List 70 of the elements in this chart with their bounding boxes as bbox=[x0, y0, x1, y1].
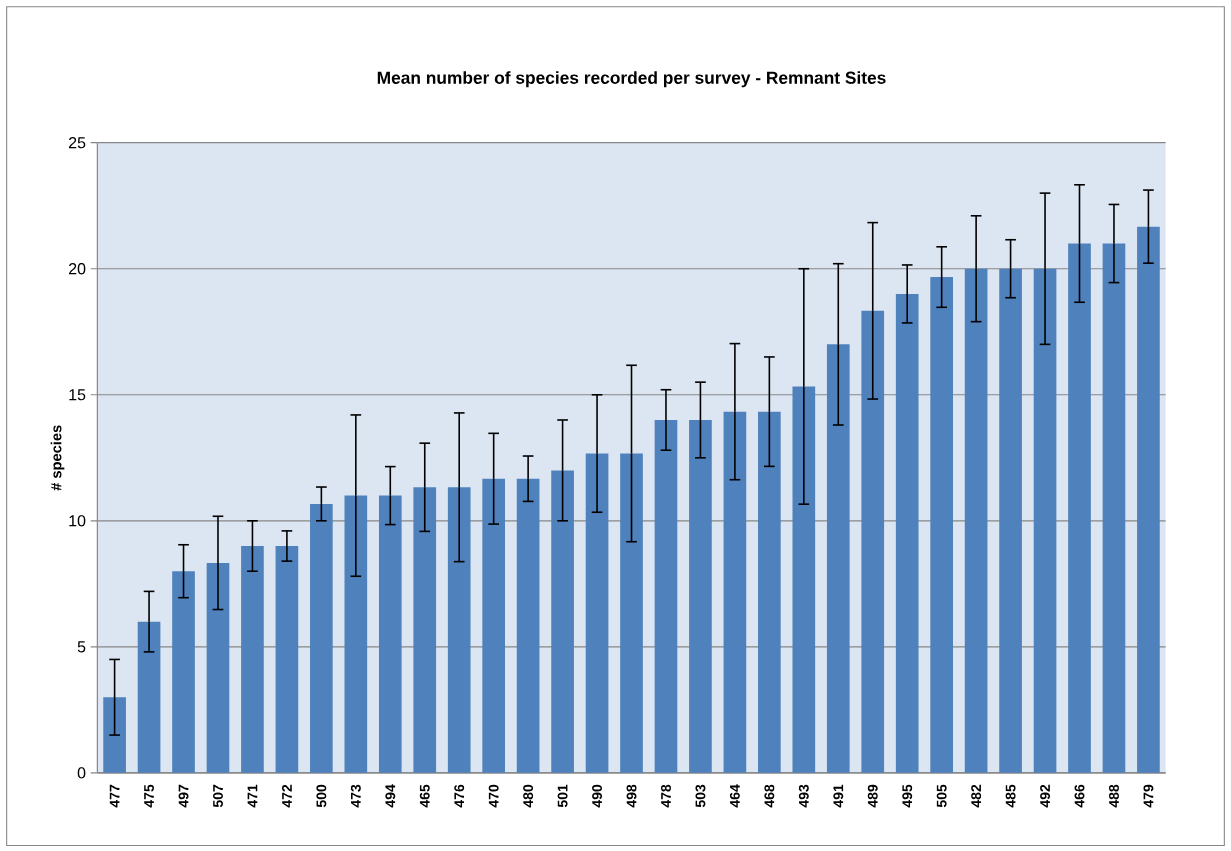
bar bbox=[310, 503, 333, 773]
x-tick-label: 475 bbox=[144, 784, 154, 808]
x-tick-label: 507 bbox=[213, 784, 223, 808]
bar bbox=[1102, 243, 1126, 773]
x-tick-label: 466 bbox=[1074, 784, 1085, 808]
x-tick-label: 494 bbox=[385, 784, 396, 808]
x-tick-label: 479 bbox=[1143, 784, 1154, 808]
bar bbox=[378, 495, 402, 773]
bar bbox=[689, 420, 712, 773]
y-tick-label: 10 bbox=[69, 515, 86, 527]
bar bbox=[103, 697, 126, 773]
x-tick-label: 485 bbox=[1005, 784, 1016, 808]
bar bbox=[826, 344, 850, 773]
x-tick-label: 495 bbox=[902, 784, 913, 808]
bar bbox=[654, 420, 678, 773]
bar bbox=[172, 571, 195, 773]
bar bbox=[137, 621, 161, 773]
bar bbox=[999, 268, 1022, 773]
x-tick-label: 471 bbox=[247, 784, 258, 808]
x-tick-label: 477 bbox=[109, 784, 120, 808]
x-tick-label: 492 bbox=[1040, 784, 1051, 808]
x-tick-label: 488 bbox=[1109, 784, 1119, 808]
bar bbox=[964, 268, 988, 773]
bar bbox=[930, 277, 953, 773]
chart-title: Mean number of species recorded per survey - Remnant Sites bbox=[377, 71, 886, 88]
bar bbox=[895, 293, 919, 773]
bar bbox=[275, 546, 299, 773]
bar bbox=[516, 478, 540, 773]
bar bbox=[206, 562, 230, 773]
bar bbox=[723, 411, 747, 773]
x-tick-label: 472 bbox=[282, 784, 292, 808]
x-tick-label: 473 bbox=[350, 784, 361, 808]
bar bbox=[792, 386, 816, 773]
x-tick-label: 465 bbox=[419, 784, 430, 808]
y-tick-label: 25 bbox=[68, 137, 86, 149]
y-tick-label: 0 bbox=[77, 767, 86, 779]
bar bbox=[861, 310, 885, 773]
bar bbox=[1137, 226, 1160, 773]
bar bbox=[620, 453, 643, 773]
y-tick-label: 15 bbox=[69, 389, 86, 401]
bar bbox=[1033, 268, 1057, 773]
x-tick-label: 498 bbox=[626, 784, 637, 808]
x-tick-label: 505 bbox=[936, 784, 947, 808]
bar bbox=[758, 411, 781, 773]
bar bbox=[447, 487, 471, 773]
bar bbox=[585, 453, 609, 773]
bar bbox=[551, 470, 574, 773]
x-tick-label: 490 bbox=[592, 784, 603, 808]
x-tick-label: 501 bbox=[557, 784, 568, 808]
x-tick-label: 500 bbox=[316, 784, 327, 808]
x-tick-label: 491 bbox=[833, 784, 844, 808]
bar bbox=[1068, 243, 1091, 773]
x-tick-label: 482 bbox=[971, 784, 982, 808]
bar bbox=[241, 546, 264, 773]
bar bbox=[413, 487, 437, 773]
y-axis-title: # species bbox=[50, 425, 65, 491]
x-tick-label: 476 bbox=[454, 784, 465, 808]
x-tick-label: 480 bbox=[523, 784, 534, 808]
x-tick-label: 503 bbox=[695, 784, 706, 808]
y-tick-label: 5 bbox=[77, 641, 86, 653]
x-tick-label: 468 bbox=[764, 784, 775, 808]
x-tick-label: 497 bbox=[178, 784, 189, 808]
x-tick-label: 493 bbox=[798, 784, 809, 808]
y-tick-label: 20 bbox=[68, 263, 86, 275]
x-tick-label: 478 bbox=[661, 784, 671, 808]
x-tick-label: 470 bbox=[488, 784, 499, 808]
x-tick-label: 489 bbox=[867, 784, 878, 808]
bar bbox=[482, 478, 505, 773]
bar bbox=[344, 495, 368, 773]
x-tick-label: 464 bbox=[729, 784, 740, 808]
